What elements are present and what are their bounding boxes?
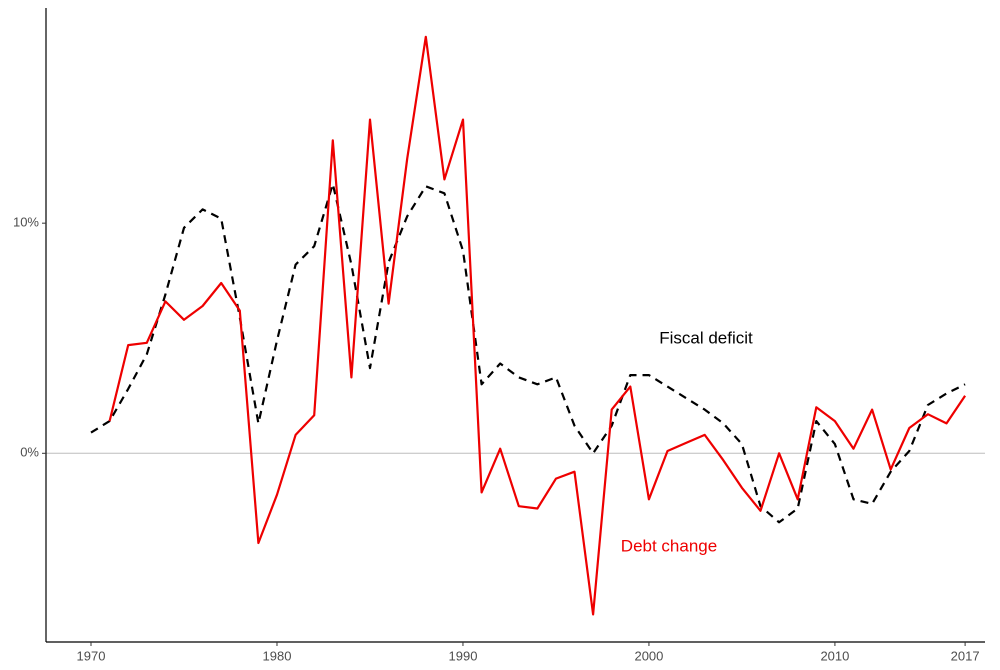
y-tick-label: 10% [13, 215, 39, 230]
series-label: Fiscal deficit [659, 328, 753, 347]
series-line [108, 35, 967, 616]
x-tick-label: 2017 [951, 648, 980, 663]
x-tick-label: 1990 [449, 648, 478, 663]
x-tick-label: 1970 [77, 648, 106, 663]
series-line [90, 182, 966, 524]
x-tick-label: 2010 [820, 648, 849, 663]
x-tick-label: 2000 [634, 648, 663, 663]
series-label: Debt change [621, 536, 717, 555]
y-tick-label: 0% [20, 445, 39, 460]
x-tick-label: 1980 [263, 648, 292, 663]
